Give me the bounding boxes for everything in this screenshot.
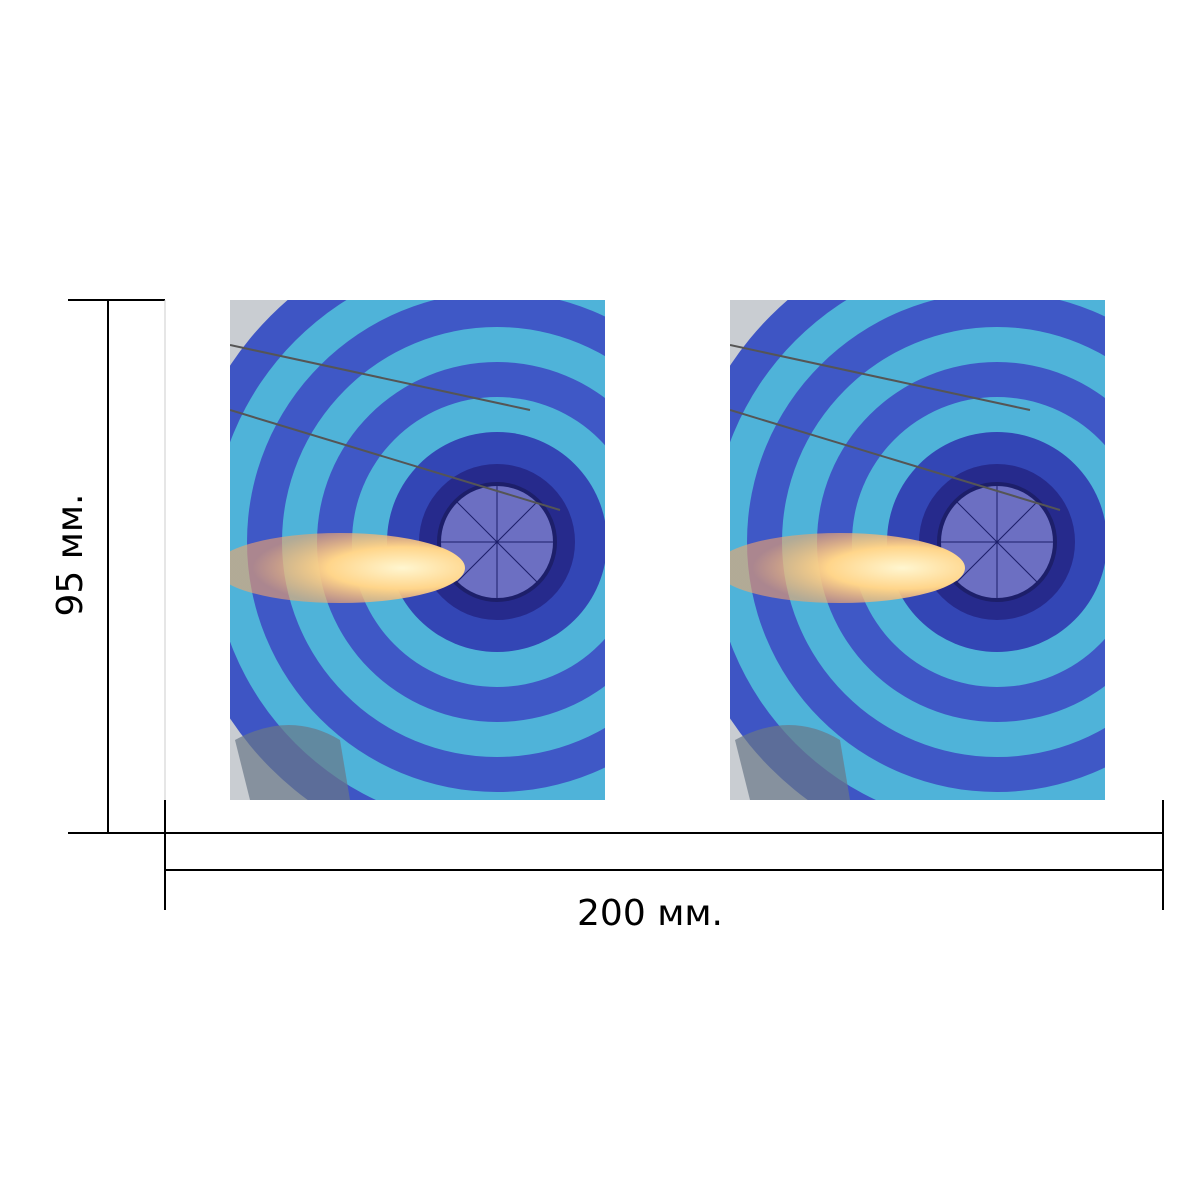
dimension-lines — [68, 299, 1164, 910]
width-label: 200 мм. — [577, 893, 723, 934]
photo-left — [230, 300, 605, 800]
photo-right — [730, 300, 1105, 800]
height-label: 95 мм. — [50, 493, 91, 616]
